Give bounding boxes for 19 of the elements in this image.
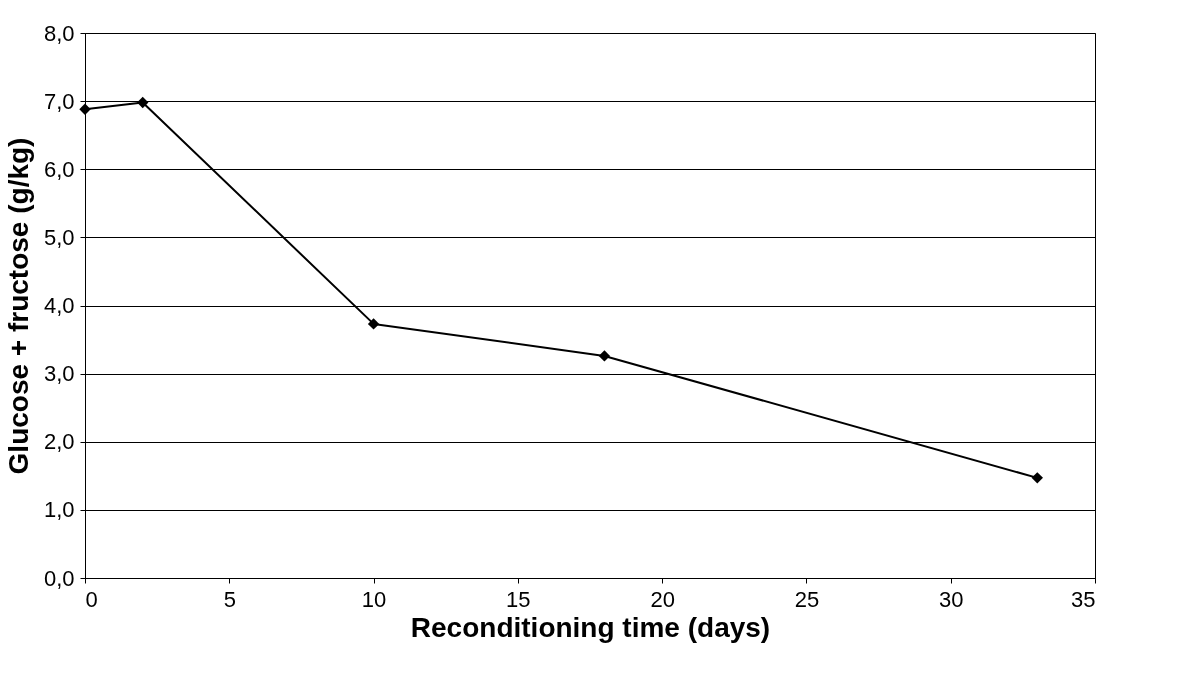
x-tick-label: 0 [85, 586, 98, 612]
y-axis-title: Glucose + fructose (g/kg) [2, 137, 34, 475]
x-tick-label: 10 [361, 586, 387, 612]
x-tick-label: 35 [1071, 586, 1096, 612]
y-tick-label: 7,0 [43, 88, 75, 114]
x-tick-label: 25 [794, 586, 820, 612]
y-tick-label: 0,0 [43, 565, 75, 591]
y-tick-label: 3,0 [43, 361, 75, 387]
x-tick-label: 30 [938, 586, 964, 612]
y-tick-label: 2,0 [43, 429, 75, 455]
y-tick-label: 4,0 [43, 293, 75, 318]
x-tick-label: 20 [650, 586, 675, 612]
x-axis-title: Reconditioning time (days) [410, 611, 771, 643]
x-tick-label: 15 [506, 586, 531, 612]
y-tick-label: 1,0 [43, 497, 75, 523]
y-tick-label: 8,0 [43, 20, 75, 46]
x-tick-label: 5 [223, 586, 236, 612]
y-tick-label: 5,0 [43, 224, 75, 250]
y-tick-label: 6,0 [43, 156, 75, 182]
